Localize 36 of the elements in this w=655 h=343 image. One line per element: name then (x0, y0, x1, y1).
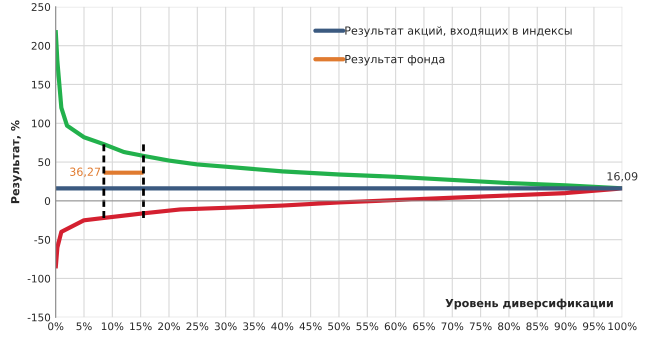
legend-label: Результат акций, входящих в индексы (345, 26, 572, 37)
y-tick-label: 50 (38, 158, 50, 166)
y-tick-label: 100 (32, 119, 50, 128)
x-tick-label: 45% (300, 322, 322, 330)
y-tick-label: -50 (34, 236, 50, 244)
x-tick-label: 50% (328, 322, 350, 330)
y-tick-label: 200 (32, 42, 50, 50)
x-tick-label: 10% (102, 322, 124, 330)
x-tick-label: 80% (498, 322, 520, 330)
y-tick-label: 150 (32, 80, 50, 89)
x-tick-label: 60% (384, 322, 407, 330)
x-tick-label: 40% (271, 322, 294, 330)
x-tick-label: 25% (186, 322, 208, 330)
y-tick-label: 0 (44, 197, 50, 205)
x-tick-label: 65% (413, 322, 435, 330)
x-tick-label: 100% (608, 322, 637, 330)
x-tick-label: 85% (526, 322, 548, 330)
x-tick-label: 5% (76, 322, 92, 330)
x-axis-title: Уровень диверсификации (445, 298, 613, 310)
x-tick-label: 70% (442, 322, 464, 330)
x-tick-label: 90% (554, 322, 577, 330)
y-axis-title: Результат, % (10, 120, 22, 204)
x-tick-label: 20% (158, 322, 180, 330)
x-tick-label: 75% (470, 322, 492, 330)
y-tick-label: -150 (28, 314, 50, 322)
annotation: 16,09 (608, 172, 638, 182)
x-tick-label: 35% (243, 322, 265, 330)
x-tick-label: 0% (48, 322, 64, 330)
x-tick-label: 55% (356, 322, 378, 330)
legend-label: Результат фонда (345, 55, 444, 66)
annotation: 36,27 (70, 168, 100, 178)
y-tick-label: -100 (28, 274, 50, 283)
x-tick-label: 15% (130, 322, 152, 330)
x-tick-label: 95% (583, 322, 605, 330)
y-tick-label: 250 (32, 3, 50, 11)
x-tick-label: 30% (214, 322, 237, 330)
